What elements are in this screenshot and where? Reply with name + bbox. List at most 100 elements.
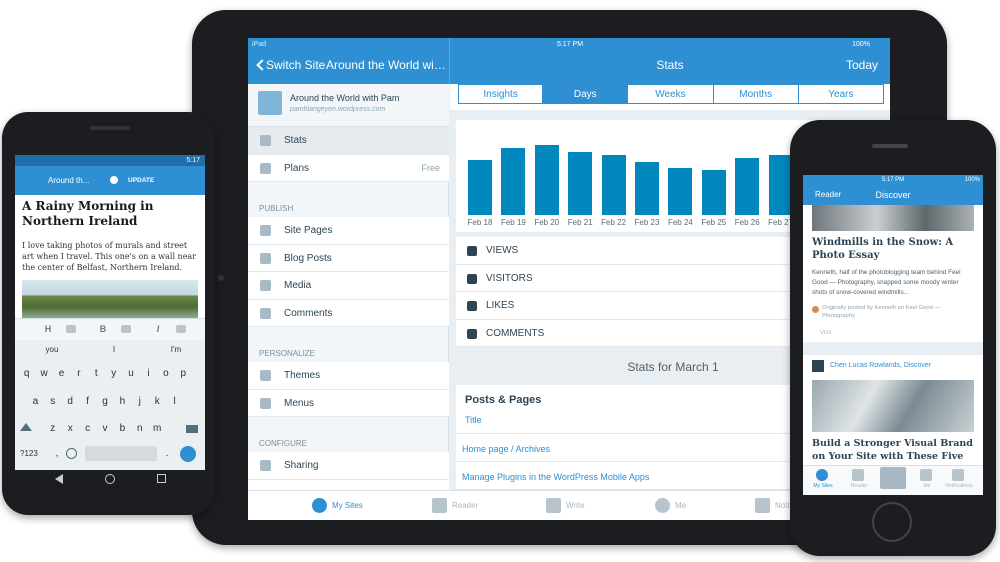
x-tick-label: Feb 21 <box>567 218 593 227</box>
metric-label: LIKES <box>486 300 515 311</box>
iphone-title: Discover <box>875 190 911 200</box>
post-image <box>812 380 974 432</box>
bar <box>568 152 593 215</box>
nav-back <box>55 474 63 484</box>
key[interactable]: e <box>58 368 65 379</box>
post-body: I love taking photos of murals and stree… <box>22 241 197 272</box>
tab-icon <box>952 469 964 481</box>
key[interactable]: m <box>153 423 162 434</box>
iphone-back: Reader <box>815 190 842 199</box>
key[interactable]: x <box>67 423 73 434</box>
bar <box>668 168 693 215</box>
segment-tab[interactable]: Weeks <box>628 84 714 104</box>
metric-icon <box>467 273 477 284</box>
key[interactable]: s <box>50 395 56 407</box>
key[interactable]: z <box>50 423 56 434</box>
tab-icon <box>432 498 447 513</box>
tab-label[interactable]: Me <box>923 483 931 489</box>
segment-tab[interactable]: Months <box>713 84 799 104</box>
tab-label[interactable]: Notifications <box>945 483 973 489</box>
tab-label[interactable]: My Sites <box>332 501 363 510</box>
segment-tab[interactable]: Years <box>798 84 884 104</box>
tab-label[interactable]: My Sites <box>813 483 833 489</box>
menu-label: Themes <box>284 370 321 381</box>
key[interactable]: k <box>154 395 160 407</box>
segment-tab[interactable]: Days <box>543 84 629 104</box>
key[interactable]: l <box>173 395 176 407</box>
source-avatar <box>812 306 819 313</box>
posts-divider <box>456 433 890 434</box>
key[interactable]: h <box>119 395 126 407</box>
menu-label: Sharing <box>284 460 319 471</box>
tab-label[interactable]: Me <box>675 501 687 510</box>
key[interactable]: u <box>128 368 134 379</box>
nav-today: Today <box>845 58 878 72</box>
posts-row: Manage Plugins in the WordPress Mobile A… <box>462 472 650 482</box>
bar <box>735 158 760 215</box>
key[interactable]: g <box>102 395 108 407</box>
format-button[interactable]: I <box>156 324 160 334</box>
metric-icon <box>467 246 477 256</box>
toolbar-update: UPDATE <box>128 177 155 184</box>
bar <box>501 148 526 215</box>
x-tick-label: Feb 27 <box>768 218 794 227</box>
segment-tab[interactable]: Insights <box>458 84 544 104</box>
menu-label: Menus <box>284 397 315 409</box>
menu-label: Comments <box>284 307 333 319</box>
format-button[interactable]: H <box>44 324 52 334</box>
x-tick-label: Feb 26 <box>734 218 760 227</box>
format-icon <box>176 325 186 333</box>
menu-item <box>248 299 449 327</box>
android-time: 5:17 <box>186 157 200 164</box>
tab-label[interactable]: Reader <box>850 483 868 489</box>
key[interactable]: p <box>180 368 187 379</box>
menu-item <box>248 362 449 390</box>
key[interactable]: b <box>119 423 126 434</box>
key[interactable]: d <box>67 395 73 407</box>
key[interactable]: r <box>77 368 81 379</box>
menu-label: Media <box>284 280 312 291</box>
key[interactable]: . <box>165 448 169 459</box>
tab-label[interactable]: Write <box>566 501 585 510</box>
posts-column: Title <box>465 415 482 425</box>
metric-icon <box>467 301 477 311</box>
menu-icon <box>260 225 271 236</box>
x-tick-label: Feb 24 <box>667 218 693 227</box>
key[interactable]: ?123 <box>20 449 38 458</box>
format-button[interactable]: B <box>99 324 107 334</box>
key[interactable]: v <box>102 423 108 434</box>
site-url: pamhlangeyen.wordpress.com <box>290 106 386 113</box>
key[interactable]: f <box>86 395 89 407</box>
key[interactable]: n <box>137 423 143 434</box>
menu-item <box>248 244 449 272</box>
key[interactable]: o <box>163 368 169 379</box>
posts-row: Home page / Archives <box>462 444 551 454</box>
format-icon <box>66 325 76 333</box>
author-avatar <box>812 360 824 372</box>
x-tick-label: Feb 18 <box>467 218 493 227</box>
ipad-tabbar <box>248 490 890 520</box>
key[interactable]: y <box>111 368 117 379</box>
tab-label[interactable]: Reader <box>452 501 479 510</box>
nav-divider <box>449 38 450 84</box>
period-heading: Stats for March 1 <box>627 360 719 374</box>
key[interactable]: t <box>94 368 98 379</box>
menu-icon <box>260 252 271 264</box>
menu-heading: PERSONALIZE <box>259 349 316 358</box>
tab-icon <box>920 469 932 481</box>
menu-item <box>248 154 449 182</box>
post-excerpt: Kenneth, half of the photoblogging team … <box>812 269 961 296</box>
menu-item <box>248 217 449 245</box>
key[interactable]: w <box>40 368 48 379</box>
menu-item <box>248 127 449 155</box>
key[interactable]: , <box>55 448 59 459</box>
bar <box>468 160 492 215</box>
key[interactable]: a <box>32 395 39 407</box>
space-key <box>85 446 157 461</box>
key[interactable]: i <box>147 368 150 379</box>
key[interactable]: q <box>23 368 30 379</box>
iphone-home <box>872 502 912 542</box>
key[interactable]: j <box>138 395 141 407</box>
post-image <box>812 205 974 231</box>
key[interactable]: c <box>85 423 91 434</box>
